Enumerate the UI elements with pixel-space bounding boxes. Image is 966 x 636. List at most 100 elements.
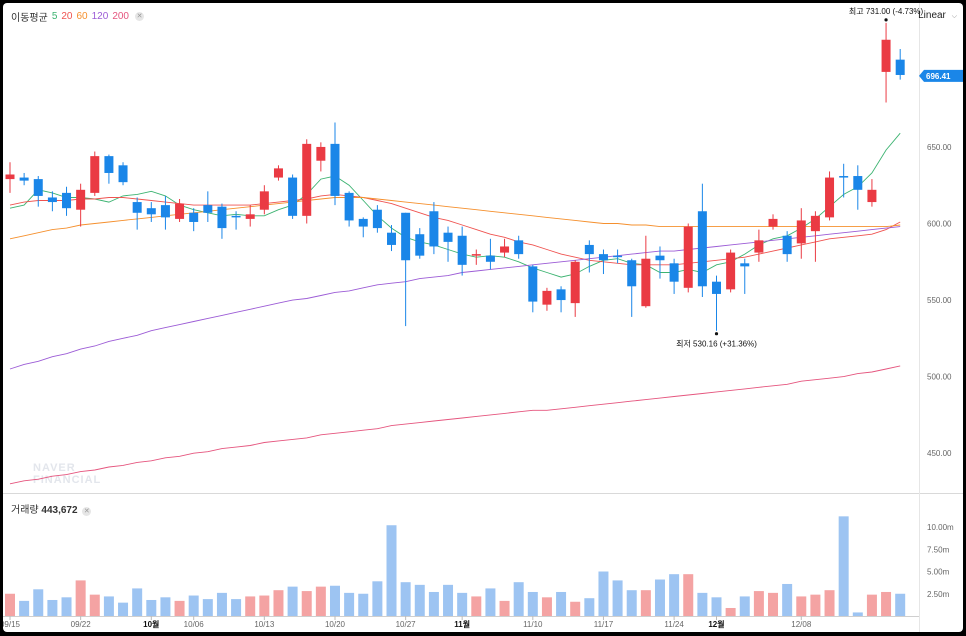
volume-bar xyxy=(640,590,651,616)
candle xyxy=(302,139,312,224)
price-tick-label: 450.00 xyxy=(927,449,952,458)
candle xyxy=(669,258,679,294)
candle-body xyxy=(90,156,100,193)
time-tick-label: 11/10 xyxy=(523,620,543,629)
candle-body xyxy=(387,232,397,245)
candle-body xyxy=(754,240,764,253)
candle xyxy=(217,203,227,239)
candle xyxy=(118,162,128,186)
candle xyxy=(627,258,637,317)
candle-body xyxy=(330,143,340,196)
candle xyxy=(542,287,552,311)
volume-legend-value: 443,672 xyxy=(41,505,78,516)
volume-bar xyxy=(118,602,129,616)
volume-tick-label: 10.00m xyxy=(927,523,954,532)
candle-body xyxy=(288,177,298,216)
candle-body xyxy=(175,203,185,219)
volume-bar xyxy=(301,591,312,616)
candle xyxy=(76,183,86,227)
volume-tick-label: 2.50m xyxy=(927,590,950,599)
candle xyxy=(782,231,792,262)
volume-bar xyxy=(132,588,143,616)
time-tick-label: 10월 xyxy=(143,619,159,629)
time-tick-label: 10/27 xyxy=(396,620,417,629)
legend-period-20[interactable]: 20 xyxy=(61,11,73,22)
volume-bar xyxy=(75,580,86,616)
volume-bar xyxy=(471,596,482,616)
volume-bar xyxy=(47,599,58,616)
time-tick-label: 10/06 xyxy=(184,620,205,629)
candle-body xyxy=(627,260,637,287)
candle-body xyxy=(5,174,15,180)
volume-bar xyxy=(711,597,722,616)
volume-bar xyxy=(485,588,496,616)
candle xyxy=(245,205,255,227)
candle-body xyxy=(726,252,736,290)
legend-period-60[interactable]: 60 xyxy=(76,11,88,22)
time-tick-label: 12월 xyxy=(708,619,724,629)
candle xyxy=(839,163,849,198)
candle-body xyxy=(598,254,608,261)
close-icon[interactable]: ✕ xyxy=(135,12,144,21)
legend-period-200[interactable]: 200 xyxy=(112,11,129,22)
candle-body xyxy=(867,189,877,203)
volume-bar xyxy=(245,596,256,616)
ma-line-60 xyxy=(9,197,901,240)
stock-chart[interactable]: NAVER FINANCIAL 450.00 500.00 550.00 600.00… xyxy=(3,3,963,632)
volume-bar xyxy=(19,600,30,616)
volume-bar xyxy=(782,583,793,616)
legend-period-120[interactable]: 120 xyxy=(91,11,109,22)
candle xyxy=(175,199,185,222)
candle-body xyxy=(712,281,721,294)
volume-bar xyxy=(315,586,326,616)
watermark-line-1: NAVER xyxy=(33,462,76,474)
candle-body xyxy=(570,261,580,304)
time-tick-label: 12/08 xyxy=(791,620,812,629)
candle xyxy=(231,211,241,230)
volume-bar xyxy=(287,586,298,616)
price-tick-label: 600.00 xyxy=(927,220,952,229)
candle xyxy=(189,208,199,232)
volume-legend-label: 거래량 xyxy=(11,505,39,516)
candle-body xyxy=(796,220,806,244)
candle-body xyxy=(302,143,312,216)
volume-bar xyxy=(866,594,877,616)
time-tick-label: 10/20 xyxy=(325,620,346,629)
candle-body xyxy=(415,234,425,256)
candle-body xyxy=(189,212,199,222)
volume-bar xyxy=(372,581,383,616)
candle xyxy=(387,225,397,252)
volume-tick-label: 5.00m xyxy=(927,568,950,577)
volume-bar xyxy=(146,599,157,616)
volume-tick-label: 7.50m xyxy=(927,545,950,554)
axes: 450.00 500.00 550.00 600.00 650.00 2.50m 5.00m… xyxy=(3,143,954,629)
volume-bar xyxy=(428,591,439,616)
candle xyxy=(33,176,43,207)
volume-bar xyxy=(796,596,807,616)
close-icon[interactable]: ✕ xyxy=(82,507,92,516)
candle xyxy=(429,202,439,255)
annotations: 최고 731.00 (-4.73%) 최저 530.16 (+31.36%) 696… xyxy=(676,6,963,349)
volume-bar xyxy=(626,590,637,616)
moving-average-lines xyxy=(9,132,901,485)
candle-body xyxy=(47,197,57,203)
candle xyxy=(853,165,863,210)
candle xyxy=(401,212,411,327)
candle xyxy=(825,171,835,221)
candle xyxy=(62,186,72,216)
volume-bar xyxy=(556,591,567,616)
legend-period-5[interactable]: 5 xyxy=(51,11,58,22)
candle xyxy=(810,211,820,262)
candle-body xyxy=(217,206,227,229)
candle-body xyxy=(839,176,849,178)
candle xyxy=(90,151,100,196)
price-tick-label: 500.00 xyxy=(927,373,952,382)
candle xyxy=(344,191,354,227)
candle-body xyxy=(471,254,481,256)
volume-bar xyxy=(570,601,581,616)
volume-bar xyxy=(697,592,708,616)
volume-bar xyxy=(61,597,72,616)
scale-dropdown[interactable]: Linear ⌵ xyxy=(918,10,957,21)
candle xyxy=(146,202,156,222)
candle-body xyxy=(401,212,411,261)
